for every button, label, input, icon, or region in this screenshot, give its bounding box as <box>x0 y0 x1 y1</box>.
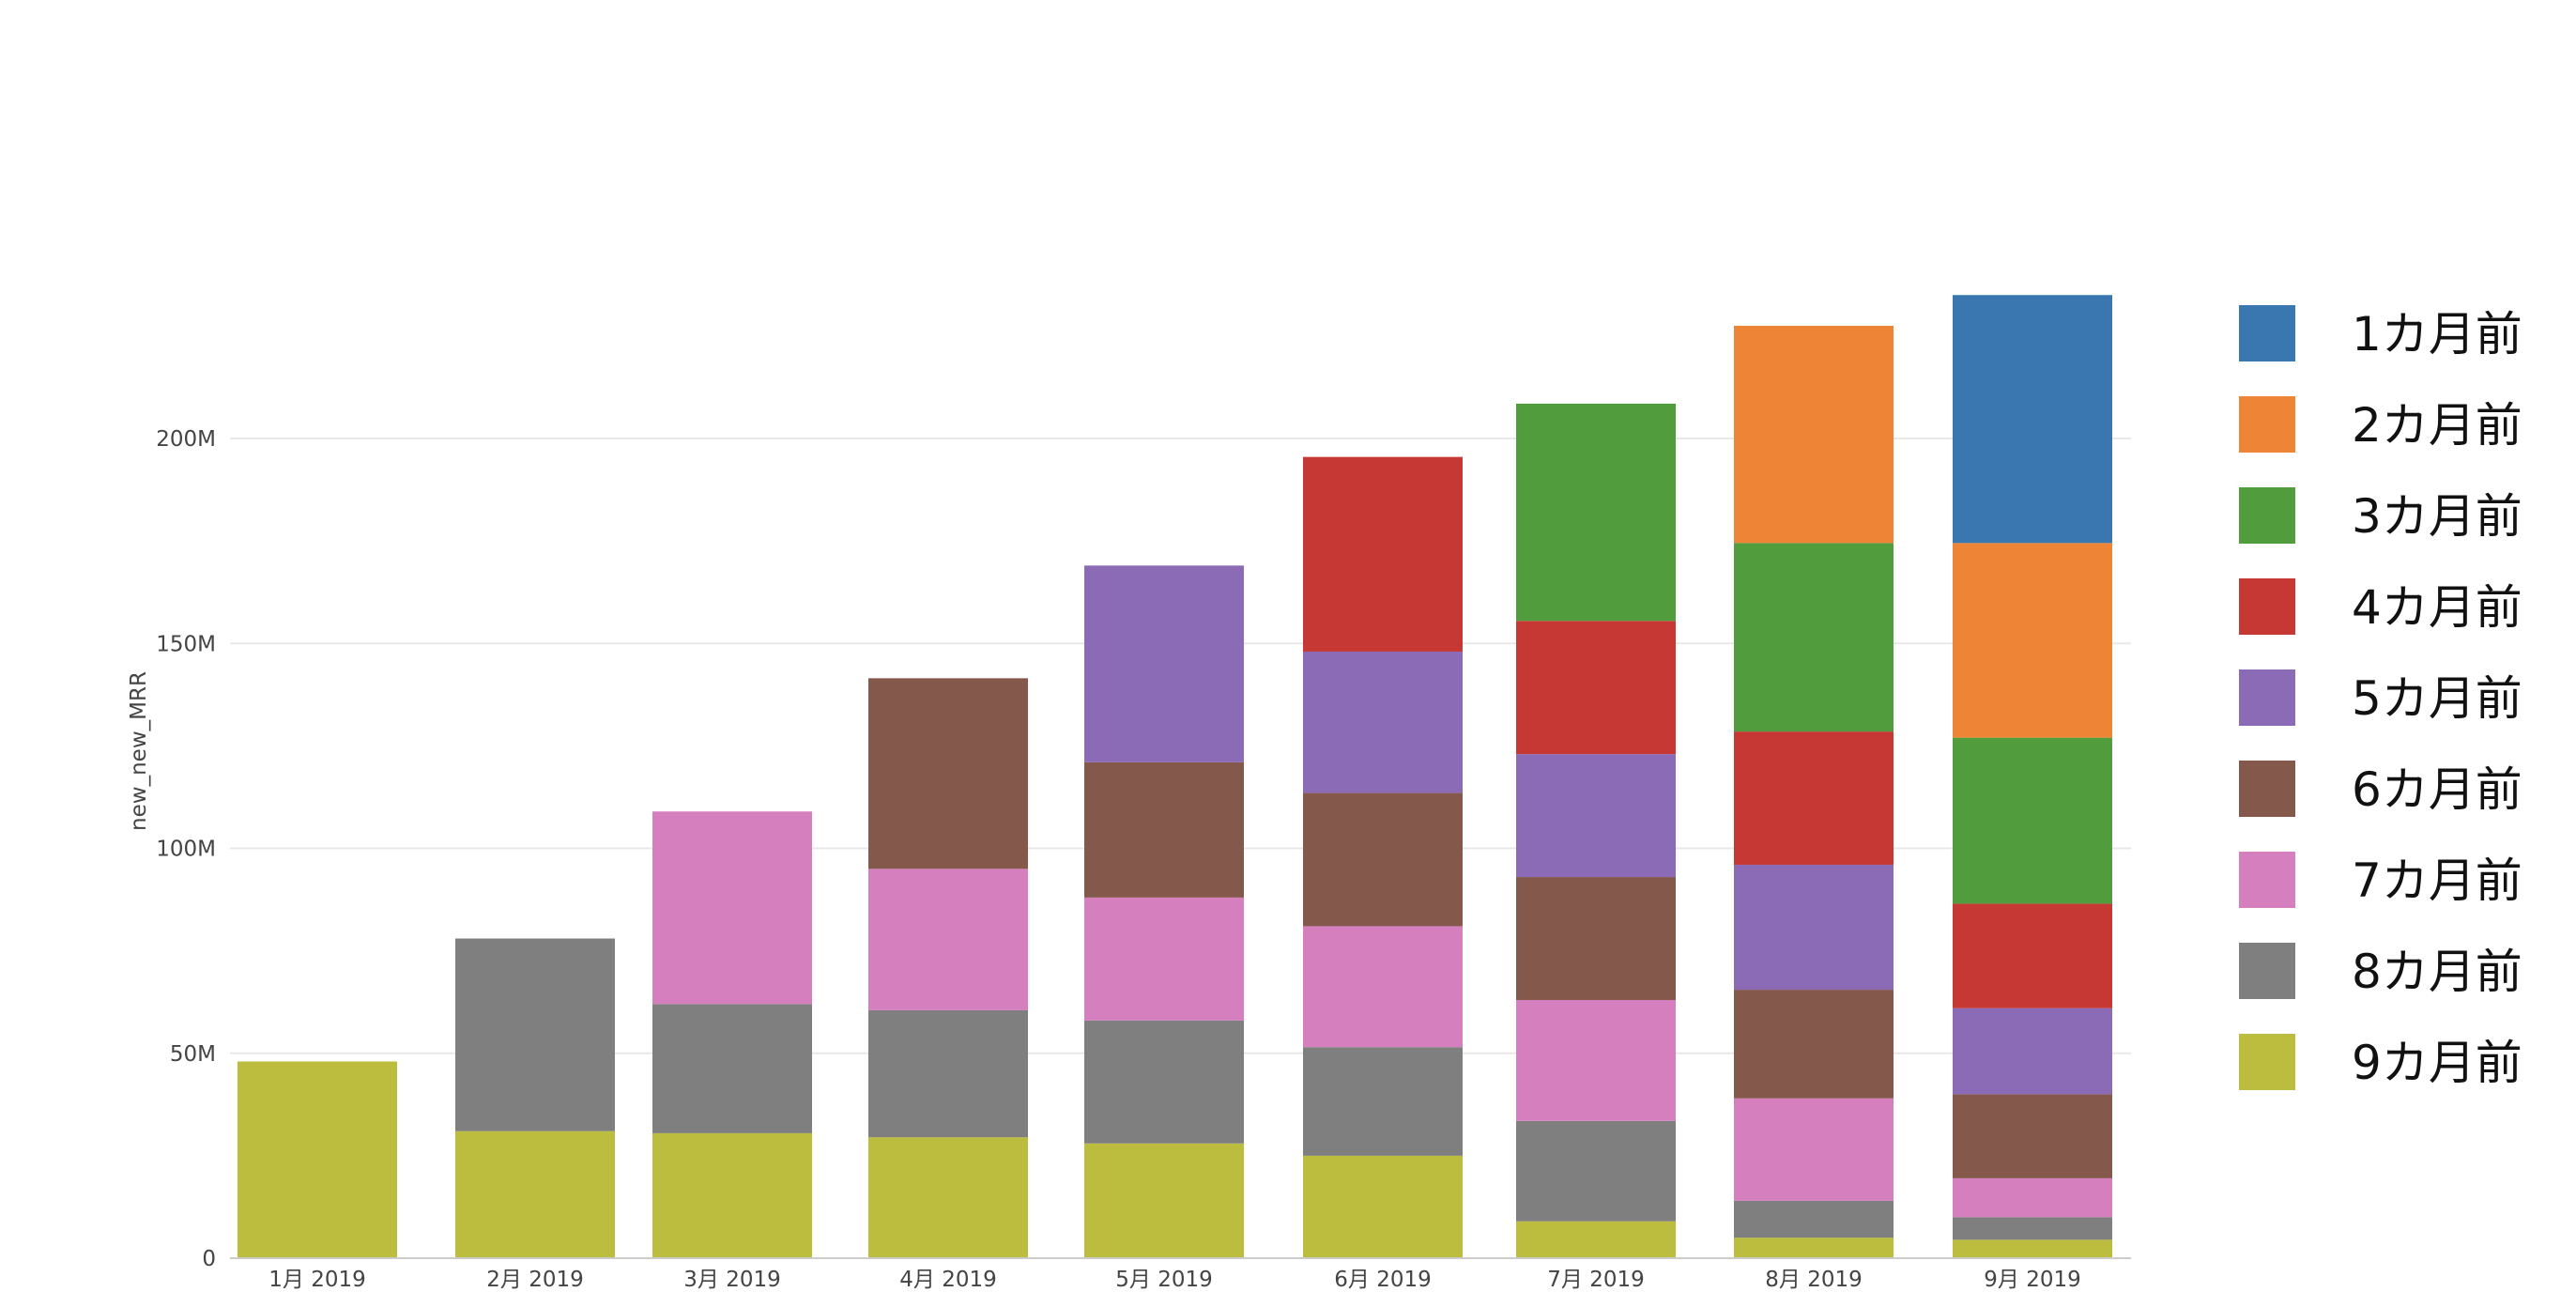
y-tick-label: 0 <box>202 1247 216 1271</box>
x-tick-label: 6月 2019 <box>1334 1268 1431 1292</box>
bar-segment-7カ月前-6月 2019 <box>1303 926 1463 1048</box>
legend-label: 9カ月前 <box>2352 1036 2522 1090</box>
legend-label: 3カ月前 <box>2352 489 2522 544</box>
bar-segment-3カ月前-9月 2019 <box>1953 737 2112 904</box>
bar-segment-8カ月前-6月 2019 <box>1303 1047 1463 1156</box>
bar-segment-7カ月前-4月 2019 <box>868 869 1028 1010</box>
bar-segment-8カ月前-9月 2019 <box>1953 1217 2112 1240</box>
bar-segment-8カ月前-7月 2019 <box>1516 1120 1676 1222</box>
bar-segment-6カ月前-7月 2019 <box>1516 877 1676 1001</box>
bar-segment-9カ月前-4月 2019 <box>868 1137 1028 1258</box>
bar-segment-8カ月前-2月 2019 <box>455 938 615 1131</box>
bar-segment-7カ月前-7月 2019 <box>1516 1000 1676 1121</box>
bar-segment-6カ月前-9月 2019 <box>1953 1094 2112 1178</box>
x-tick-label: 4月 2019 <box>899 1268 996 1292</box>
x-tick-label: 3月 2019 <box>683 1268 780 1292</box>
bar-segment-7カ月前-5月 2019 <box>1084 897 1244 1021</box>
x-tick-label: 8月 2019 <box>1765 1268 1862 1292</box>
bar-segment-8カ月前-3月 2019 <box>652 1004 812 1133</box>
bar-segment-6カ月前-8月 2019 <box>1734 990 1894 1099</box>
legend-label: 5カ月前 <box>2352 671 2522 726</box>
legend-label: 2カ月前 <box>2352 398 2522 453</box>
legend-swatch <box>2239 669 2295 726</box>
bar-segment-7カ月前-8月 2019 <box>1734 1098 1894 1201</box>
bar-segment-4カ月前-6月 2019 <box>1303 456 1463 652</box>
legend-label: 8カ月前 <box>2352 945 2522 999</box>
y-tick-label: 200M <box>156 427 216 452</box>
bar-segment-7カ月前-3月 2019 <box>652 811 812 1005</box>
bar-segment-9カ月前-6月 2019 <box>1303 1155 1463 1258</box>
bar-segment-6カ月前-4月 2019 <box>868 678 1028 869</box>
y-tick-label: 50M <box>170 1042 216 1067</box>
legend-swatch <box>2239 578 2295 635</box>
y-tick-label: 100M <box>156 838 216 862</box>
bar-segment-7カ月前-9月 2019 <box>1953 1177 2112 1218</box>
bar-segment-5カ月前-7月 2019 <box>1516 754 1676 878</box>
bar-segment-3カ月前-8月 2019 <box>1734 543 1894 732</box>
bar-segment-5カ月前-6月 2019 <box>1303 651 1463 793</box>
bar-segment-9カ月前-9月 2019 <box>1953 1239 2112 1258</box>
bar-segment-5カ月前-9月 2019 <box>1953 1007 2112 1095</box>
legend-swatch <box>2239 1034 2295 1090</box>
bar-segment-8カ月前-4月 2019 <box>868 1009 1028 1138</box>
bar-segment-9カ月前-2月 2019 <box>455 1130 615 1258</box>
x-tick-label: 1月 2019 <box>268 1268 365 1292</box>
legend-label: 7カ月前 <box>2352 854 2522 908</box>
bar-segment-2カ月前-8月 2019 <box>1734 325 1894 544</box>
x-tick-label: 9月 2019 <box>1984 1268 2080 1292</box>
legend-swatch <box>2239 852 2295 908</box>
legend-swatch <box>2239 305 2295 361</box>
bar-segment-5カ月前-5月 2019 <box>1084 565 1244 762</box>
bar-segment-9カ月前-8月 2019 <box>1734 1238 1894 1258</box>
bar-segment-4カ月前-9月 2019 <box>1953 903 2112 1008</box>
x-axis-ticks: 1月 2019 2月 2019 3月 2019 4月 2019 5月 2019 6月 20… <box>268 1268 2080 1292</box>
legend-label: 4カ月前 <box>2352 580 2522 635</box>
bar-segment-4カ月前-8月 2019 <box>1734 731 1894 865</box>
legend-swatch <box>2239 487 2295 544</box>
x-tick-label: 7月 2019 <box>1547 1268 1644 1292</box>
legend-label: 1カ月前 <box>2352 307 2522 361</box>
legend-label: 6カ月前 <box>2352 762 2522 817</box>
bar-segment-9カ月前-3月 2019 <box>652 1132 812 1258</box>
bar-segment-9カ月前-7月 2019 <box>1516 1221 1676 1258</box>
y-axis-ticks: 0 50M 100M 150M 200M <box>156 427 216 1271</box>
bar-segment-9カ月前-5月 2019 <box>1084 1143 1244 1258</box>
bar-segment-4カ月前-7月 2019 <box>1516 621 1676 755</box>
bar-segment-6カ月前-5月 2019 <box>1084 761 1244 898</box>
bar-segment-6カ月前-6月 2019 <box>1303 792 1463 927</box>
x-tick-label: 5月 2019 <box>1115 1268 1212 1292</box>
y-axis-title: new_new_MRR <box>127 671 151 831</box>
bar-segment-3カ月前-7月 2019 <box>1516 403 1676 622</box>
legend-swatch <box>2239 761 2295 817</box>
bar-segment-8カ月前-8月 2019 <box>1734 1200 1894 1238</box>
y-tick-label: 150M <box>156 632 216 656</box>
bar-segment-9カ月前-1月 2019 <box>238 1061 397 1258</box>
bar-segment-5カ月前-8月 2019 <box>1734 864 1894 991</box>
bar-segment-1カ月前-9月 2019 <box>1953 295 2112 544</box>
x-tick-label: 2月 2019 <box>486 1268 583 1292</box>
bar-segment-2カ月前-9月 2019 <box>1953 543 2112 738</box>
bar-stack-area <box>238 295 2112 1258</box>
legend-swatch <box>2239 943 2295 999</box>
legend: 1カ月前 2カ月前 3カ月前 4カ月前 5カ月前 6カ月前 7カ月前 8カ月前 9カ月前 <box>2239 305 2522 1090</box>
legend-swatch <box>2239 396 2295 453</box>
bar-segment-8カ月前-5月 2019 <box>1084 1020 1244 1144</box>
